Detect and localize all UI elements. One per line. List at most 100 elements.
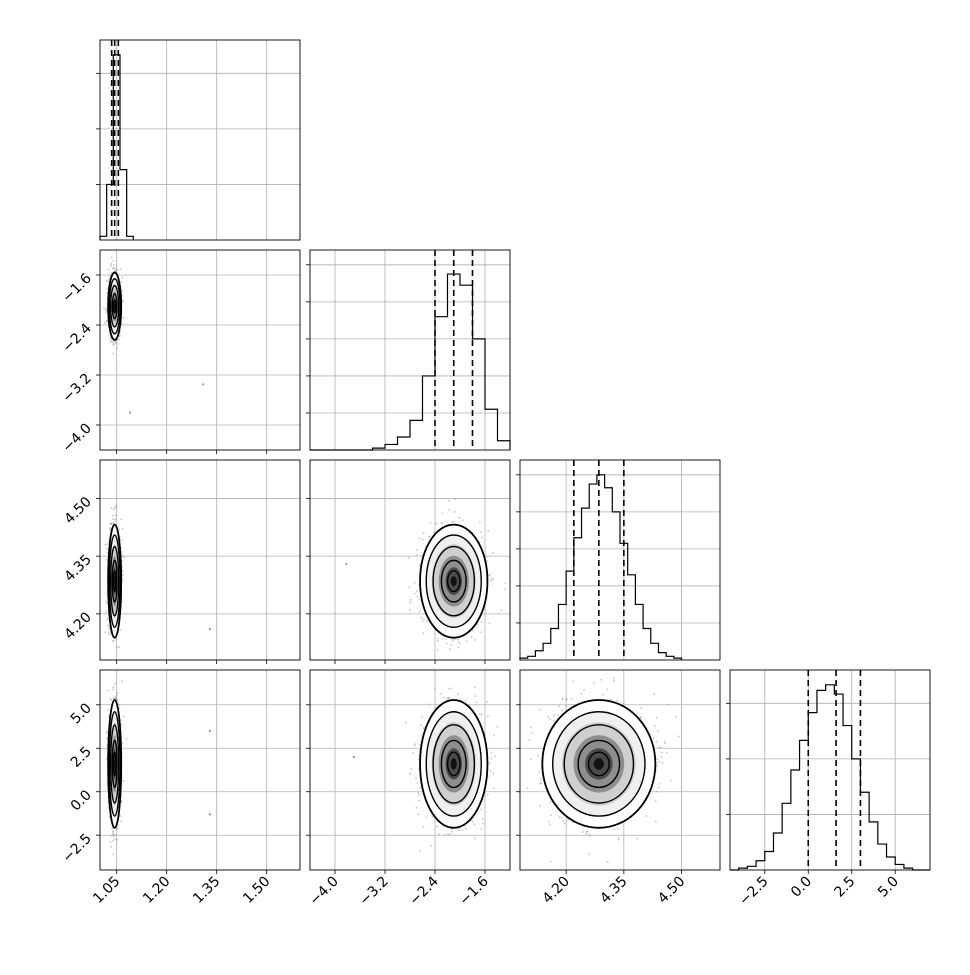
scatter-point <box>660 751 663 754</box>
scatter-point <box>105 558 108 561</box>
density-panel-p3-vs-p1 <box>96 459 301 664</box>
scatter-point <box>118 646 120 649</box>
scatter-point <box>654 800 657 803</box>
scatter-point <box>443 834 446 836</box>
scatter-point <box>547 716 549 718</box>
scatter-point <box>431 816 434 818</box>
y-tick-label: 0.0 <box>68 787 95 814</box>
scatter-point <box>109 333 111 335</box>
scatter-point <box>481 536 483 539</box>
x-tick-label: −2.4 <box>406 873 441 908</box>
scatter-point <box>114 834 116 837</box>
scatter-point <box>121 322 123 325</box>
scatter-point <box>589 834 592 837</box>
scatter-point <box>488 574 491 576</box>
y-tick-label: 4.35 <box>61 552 94 585</box>
scatter-point <box>114 514 117 517</box>
scatter-point <box>112 834 115 837</box>
density-contour <box>541 699 657 829</box>
density-contour <box>446 570 461 593</box>
scatter-point <box>422 618 425 621</box>
histogram-step-line <box>99 54 134 240</box>
density-panel-p4-vs-p1 <box>96 669 301 874</box>
x-tick-label: −4.0 <box>306 874 341 909</box>
scatter-point <box>121 570 124 572</box>
x-tick-label: −2.5 <box>736 874 771 909</box>
axes-frame <box>99 459 301 661</box>
scatter-point <box>472 820 474 823</box>
x-tick-label: 0.0 <box>788 874 815 901</box>
scatter-point <box>417 813 420 815</box>
scatter-point <box>561 709 563 712</box>
density-contour <box>440 559 467 603</box>
scatter-point <box>580 692 583 695</box>
scatter-point <box>461 519 464 522</box>
scatter-point <box>588 833 591 836</box>
scatter-point <box>480 621 483 624</box>
density-contour <box>107 699 123 829</box>
scatter-point <box>538 771 541 774</box>
scatter-point <box>116 692 119 694</box>
density-contour <box>419 699 489 829</box>
y-tick-label: 2.5 <box>68 744 95 771</box>
scatter-point <box>106 288 109 290</box>
scatter-point <box>121 300 124 303</box>
scatter-point <box>108 537 111 539</box>
scatter-point <box>112 260 115 262</box>
scatter-point <box>125 738 128 740</box>
scatter-point <box>429 535 431 538</box>
scatter-point <box>434 687 436 690</box>
scatter-point <box>488 762 491 765</box>
scatter-point <box>108 633 110 636</box>
scatter-point <box>121 527 124 530</box>
x-tick-label: −1.6 <box>456 873 491 908</box>
scatter-point <box>111 518 114 520</box>
scatter-point <box>110 272 113 274</box>
scatter-point <box>416 590 418 592</box>
scatter-point <box>565 698 567 700</box>
scatter-point <box>440 693 442 695</box>
scatter-point <box>490 580 492 582</box>
x-tick-label: 1.35 <box>190 874 223 907</box>
scatter-point <box>106 551 109 554</box>
scatter-point <box>420 616 423 619</box>
scatter-point <box>108 278 110 281</box>
scatter-point <box>111 826 114 829</box>
scatter-point <box>453 520 456 523</box>
histogram-panel-p4-hist <box>726 669 931 871</box>
density-contour <box>425 711 482 817</box>
scatter-point <box>492 552 494 554</box>
scatter-point <box>121 680 123 682</box>
scatter-point <box>622 702 625 704</box>
scatter-point <box>113 508 115 510</box>
scatter-point <box>562 820 565 822</box>
scatter-point <box>110 264 112 267</box>
scatter-point <box>448 509 450 511</box>
scatter-point <box>442 696 445 698</box>
scatter-point <box>108 627 111 630</box>
scatter-point <box>118 813 121 816</box>
axes-frame <box>99 249 301 451</box>
scatter-point <box>422 632 425 634</box>
scatter-point <box>114 505 116 508</box>
scatter-point <box>416 596 419 598</box>
scatter-point <box>116 839 118 841</box>
scatter-point <box>438 833 440 835</box>
scatter-point <box>487 530 489 532</box>
scatter-point <box>116 823 119 826</box>
scatter-point <box>106 758 108 761</box>
density-contour <box>107 523 123 639</box>
scatter-point <box>122 779 124 782</box>
scatter-point <box>656 758 658 760</box>
scatter-point <box>664 742 666 745</box>
scatter-point <box>613 828 616 831</box>
scatter-point <box>118 528 121 531</box>
density-band <box>114 576 116 587</box>
scatter-point <box>112 832 115 835</box>
scatter-point <box>429 521 432 524</box>
scatter-point <box>494 755 496 758</box>
scatter-point <box>110 528 112 531</box>
scatter-point <box>115 638 118 640</box>
scatter-point <box>112 830 115 833</box>
